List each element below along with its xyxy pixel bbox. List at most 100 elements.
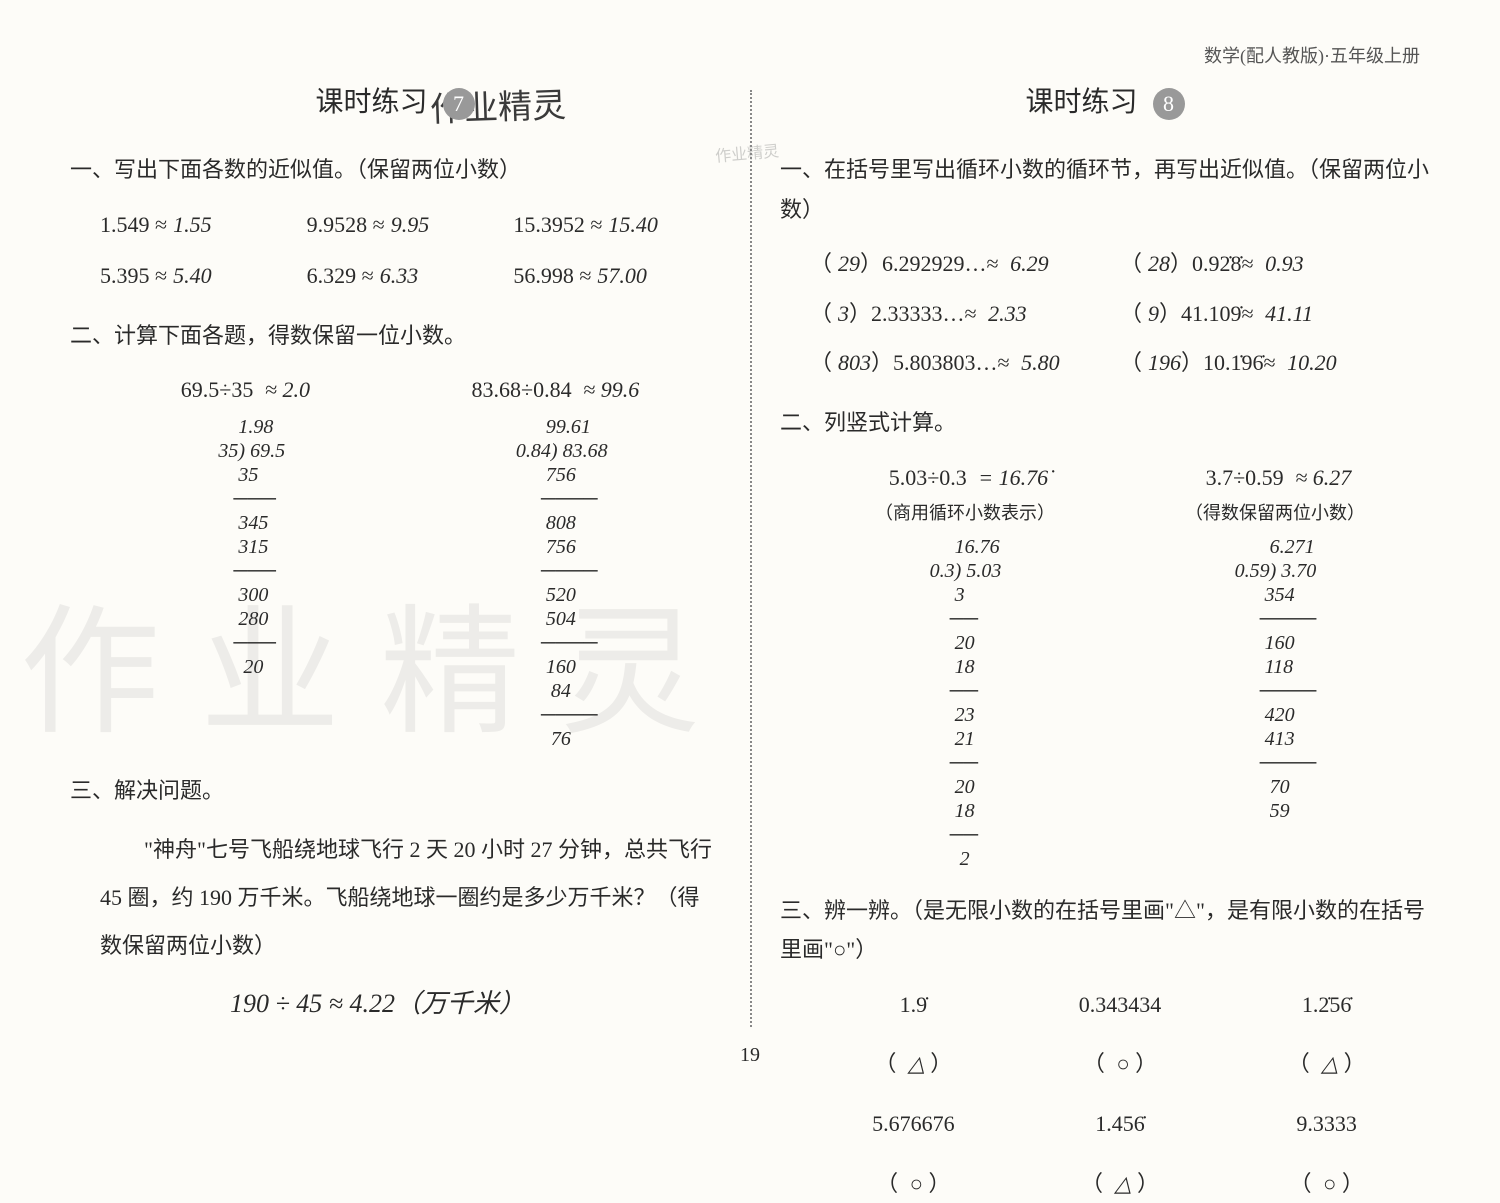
ans: ≈ 6.27 [1295, 465, 1351, 490]
ans: 5.80 [1021, 350, 1060, 375]
approx-item: 15.3952 ≈15.40 [513, 205, 720, 245]
section2-title: 二、列竖式计算。 [780, 403, 1430, 443]
paren-row-3: （803）5.803803…≈ 5.80 （196）10.1̇96̇≈ 10.2… [780, 343, 1430, 383]
right-section-3: 三、辨一辨。（是无限小数的在括号里画"△"，是有限小数的在括号里画"○"） 1.… [780, 891, 1430, 1203]
calc-row: 5.03÷0.3 = 16.76̇ 3.7÷0.59 ≈ 6.27 [780, 458, 1430, 498]
paren-item: （28）0.92̇8̇≈ 0.93 [1120, 244, 1430, 284]
ans-cell: （ ○ ） [1017, 1044, 1224, 1084]
num-cell: 5.676676 [810, 1104, 1017, 1144]
paren-ans: 803 [838, 350, 871, 375]
ans: ○ [1323, 1171, 1336, 1196]
num-cell: 1.456̇ [1017, 1104, 1224, 1144]
ans-cell: （ △ ） [1223, 1044, 1430, 1084]
paren-item: （803）5.803803…≈ 5.80 [810, 343, 1120, 383]
section3-title: 三、辨一辨。（是无限小数的在括号里画"△"，是有限小数的在括号里画"○"） [780, 891, 1430, 970]
expr: 41.109̇≈ [1181, 301, 1254, 326]
ans: ≈ 99.6 [583, 377, 639, 402]
section1-title: 一、写出下面各数的近似值。（保留两位小数） [70, 150, 720, 190]
paren-row-1: （29）6.292929…≈ 6.29 （28）0.92̇8̇≈ 0.93 [780, 244, 1430, 284]
ans: 1.55 [173, 212, 212, 237]
num-cell: 1.2̇56̇ [1223, 985, 1430, 1025]
approx-item: 9.9528 ≈9.95 [307, 205, 514, 245]
ans: 2.33 [988, 301, 1027, 326]
expr: 0.92̇8̇≈ [1192, 251, 1254, 276]
approx-item: 5.395 ≈5.40 [100, 256, 307, 296]
expr: 1.549 ≈ [100, 212, 167, 237]
right-section-2: 二、列竖式计算。 5.03÷0.3 = 16.76̇ 3.7÷0.59 ≈ 6.… [780, 403, 1430, 871]
expr: 6.329 ≈ [307, 263, 374, 288]
ans: 15.40 [608, 212, 658, 237]
calc-work-1: 16.76 0.3) 5.03 3 ── 20 18 ── 23 21 ── 2… [930, 535, 1002, 871]
paren-ans: 9 [1148, 301, 1159, 326]
calc-work-row: 16.76 0.3) 5.03 3 ── 20 18 ── 23 21 ── 2… [780, 530, 1430, 871]
problem-text: "神舟"七号飞船绕地球飞行 2 天 20 小时 27 分钟，总共飞行 45 圈，… [70, 826, 720, 971]
ans: 9.95 [391, 212, 430, 237]
num-cell: 9.3333 [1223, 1104, 1430, 1144]
classify-grid: 1.9̇ 0.343434 1.2̇56̇ （ △ ） （ ○ ） （ △ ） … [780, 985, 1430, 1203]
calc-work-row: 1.98 35) 69.5 35 ─── 345 315 ─── 300 280… [70, 410, 720, 751]
ans: △ [1321, 1051, 1338, 1076]
expr: 15.3952 ≈ [513, 212, 602, 237]
note-1: （商用循环小数表示） [875, 497, 1055, 529]
page-number: 19 [740, 1044, 760, 1067]
ans: 0.93 [1265, 251, 1304, 276]
calc-note-row: （商用循环小数表示） （得数保留两位小数） [780, 497, 1430, 529]
lesson-label: 课时练习 [1025, 87, 1137, 118]
paren-ans: 196 [1148, 350, 1181, 375]
ans: △ [1115, 1171, 1132, 1196]
problem-answer: 190 ÷ 45 ≈ 4.22（万千米） [230, 981, 720, 1028]
calc-expr-2: 83.68÷0.84 ≈ 99.6 [472, 370, 640, 410]
left-section-3: 三、解决问题。 "神舟"七号飞船绕地球飞行 2 天 20 小时 27 分钟，总共… [70, 771, 720, 1028]
ans: 6.29 [1010, 251, 1049, 276]
ans: 10.20 [1287, 350, 1337, 375]
num-cell: 0.343434 [1017, 985, 1224, 1025]
paren-item: （9）41.109̇≈ 41.11 [1120, 294, 1430, 334]
calc-work-1: 1.98 35) 69.5 35 ─── 345 315 ─── 300 280… [218, 415, 285, 751]
expr: 83.68÷0.84 [472, 377, 572, 402]
left-section-1: 一、写出下面各数的近似值。（保留两位小数） 1.549 ≈1.55 9.9528… [70, 150, 720, 296]
expr: 69.5÷35 [181, 377, 254, 402]
expr: 2.33333…≈ [871, 301, 977, 326]
ans-cell: （ ○ ） [1223, 1164, 1430, 1203]
lesson-title-left: 课时练习 7 [70, 80, 720, 120]
ans: ○ [910, 1171, 923, 1196]
section3-title: 三、解决问题。 [70, 771, 720, 811]
right-column: 课时练习 8 一、在括号里写出循环小数的循环节，再写出近似值。（保留两位小数） … [750, 80, 1460, 1047]
paren-item: （3）2.33333…≈ 2.33 [810, 294, 1120, 334]
calc-work-2: 6.271 0.59) 3.70 354 ──── 160 118 ──── 4… [1235, 535, 1317, 871]
expr: 3.7÷0.59 [1206, 465, 1284, 490]
ans: 6.33 [380, 263, 419, 288]
lesson-number-badge: 7 [443, 88, 475, 120]
ans-cell: （ △ ） [810, 1044, 1017, 1084]
ans: ≈ 2.0 [265, 377, 310, 402]
lesson-number-badge: 8 [1153, 88, 1185, 120]
approx-row-1: 1.549 ≈1.55 9.9528 ≈9.95 15.3952 ≈15.40 [70, 205, 720, 245]
approx-item: 1.549 ≈1.55 [100, 205, 307, 245]
expr: 5.395 ≈ [100, 263, 167, 288]
expr: 5.03÷0.3 [889, 465, 967, 490]
calc-expr-1: 69.5÷35 ≈ 2.0 [181, 370, 310, 410]
ans: 41.11 [1265, 301, 1313, 326]
paren-item: （196）10.1̇96̇≈ 10.20 [1120, 343, 1430, 383]
expr: 6.292929…≈ [882, 251, 999, 276]
calc-work-2: 99.61 0.84) 83.68 756 ──── 808 756 ──── … [516, 415, 608, 751]
note-2: （得数保留两位小数） [1185, 497, 1365, 529]
left-column: 课时练习 7 一、写出下面各数的近似值。（保留两位小数） 1.549 ≈1.55… [40, 80, 750, 1047]
lesson-label: 课时练习 [315, 87, 427, 118]
ans-cell: （ △ ） [1017, 1164, 1224, 1203]
left-section-2: 二、计算下面各题，得数保留一位小数。 69.5÷35 ≈ 2.0 83.68÷0… [70, 316, 720, 751]
lesson-title-right: 课时练习 8 [780, 80, 1430, 120]
page-container: 课时练习 7 一、写出下面各数的近似值。（保留两位小数） 1.549 ≈1.55… [0, 0, 1500, 1087]
section1-title: 一、在括号里写出循环小数的循环节，再写出近似值。（保留两位小数） [780, 150, 1430, 229]
paren-row-2: （3）2.33333…≈ 2.33 （9）41.109̇≈ 41.11 [780, 294, 1430, 334]
ans: △ [908, 1051, 925, 1076]
ans: 5.40 [173, 263, 212, 288]
num-cell: 1.9̇ [810, 985, 1017, 1025]
ans: 57.00 [597, 263, 647, 288]
paren-ans: 29 [838, 251, 860, 276]
paren-ans: 28 [1148, 251, 1170, 276]
expr: 5.803803…≈ [893, 350, 1010, 375]
approx-row-2: 5.395 ≈5.40 6.329 ≈6.33 56.998 ≈57.00 [70, 256, 720, 296]
calc-row: 69.5÷35 ≈ 2.0 83.68÷0.84 ≈ 99.6 [70, 370, 720, 410]
paren-item: （29）6.292929…≈ 6.29 [810, 244, 1120, 284]
